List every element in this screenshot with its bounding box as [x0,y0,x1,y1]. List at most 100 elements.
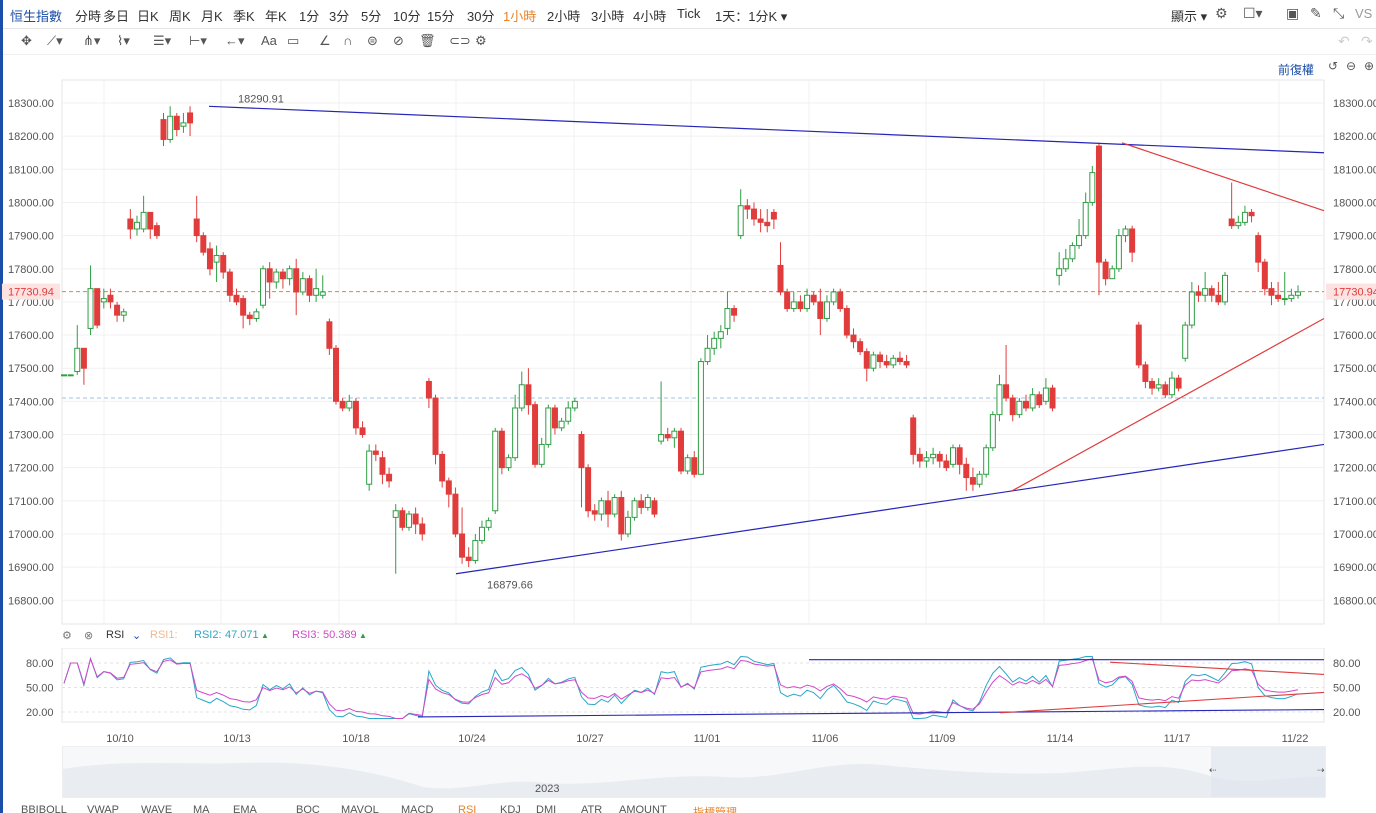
candle-body [1281,298,1288,301]
pattern-icon[interactable]: ⌇▾ [117,33,130,48]
interval-16[interactable]: 4小時 [633,9,667,24]
upper-red-trendline[interactable] [1121,142,1325,212]
price-axis-label-right: 17100.00 [1333,496,1376,508]
interval-10[interactable]: 10分 [393,9,421,24]
lock-icon[interactable]: ⊜ [367,33,378,48]
indicator-tab-7[interactable]: MACD [401,804,434,813]
indicator-tab-2[interactable]: WAVE [141,804,173,813]
navigator-left-handle-icon[interactable]: ⇠ [1209,765,1217,775]
price-axis-label-right: 17900.00 [1333,231,1376,243]
indicator-tab-12[interactable]: AMOUNT [619,804,667,813]
interval-15[interactable]: 3小時 [591,9,625,24]
interval-3[interactable]: 周K [169,9,191,24]
magnet-icon[interactable]: ∩ [343,33,353,48]
interval-11[interactable]: 15分 [427,9,455,24]
rsi-trendline[interactable] [417,708,1325,718]
lower-red-trendline[interactable] [1011,317,1325,492]
interval-1[interactable]: 多日 [103,9,130,24]
interval-8[interactable]: 3分 [329,9,350,24]
candle-body [843,308,850,336]
text-icon[interactable]: Aa [261,33,277,48]
candle-body [618,496,625,535]
fib-icon[interactable]: ☰▾ [153,33,172,48]
line-icon[interactable]: ⟋▾ [47,33,63,48]
indicator-tab-11[interactable]: ATR [581,804,603,813]
interval-6[interactable]: 年K [265,9,287,24]
interval-13[interactable]: 1小時 [503,9,537,24]
interval-17[interactable]: Tick [677,6,701,21]
candle-body [1228,218,1235,227]
rsi-trendline[interactable] [999,691,1325,714]
candle-body [1003,384,1010,399]
indicator-tab-3[interactable]: MA [193,804,210,813]
upper-blue-trendline[interactable] [208,105,1325,154]
trash-icon[interactable]: 🗑 [419,33,436,48]
reset-icon[interactable]: ↺ [1328,59,1339,73]
indicator-tab-9[interactable]: KDJ [500,804,521,813]
arrow-icon[interactable]: ←▾ [225,33,245,48]
layout-icon[interactable]: ☐▾ [1243,5,1263,21]
interval-4[interactable]: 月K [201,9,223,24]
rsi3-value: 50.389 [323,629,357,641]
date-axis-label: 10/13 [223,733,251,745]
adjust-mode-button[interactable]: 前復權 [1278,63,1315,77]
candle-body [863,351,870,369]
hide-icon[interactable]: ⊘ [393,33,404,48]
interval-14[interactable]: 2小時 [547,9,581,24]
redo-icon[interactable]: ↷ [1361,33,1373,49]
fullscreen-icon[interactable]: ⤡ [1333,5,1345,21]
zoom-out-icon[interactable]: ⊖ [1346,59,1357,73]
interval-2[interactable]: 日K [137,9,159,24]
interval-12[interactable]: 30分 [467,9,495,24]
interval-18[interactable]: 1天：1分K ▾ [715,9,788,24]
indicator-tab-1[interactable]: VWAP [87,804,119,813]
display-dropdown[interactable]: 顯示 ▾ [1171,9,1208,24]
eye-icon[interactable]: ⊂⊃ [449,33,471,48]
pitchfork-icon[interactable]: ⋔▾ [83,33,101,48]
ruler-icon[interactable]: ∠ [319,33,331,48]
zoom-in-icon[interactable]: ⊕ [1364,59,1375,73]
candle-body [896,357,903,363]
note-icon[interactable]: ▭ [287,33,300,48]
crosshair-icon[interactable]: ✥ [21,33,32,48]
navigator-right-handle-icon[interactable]: ⇢ [1317,765,1325,775]
undo-icon[interactable]: ↶ [1338,33,1350,49]
indicator-tab-13[interactable]: 指標管理 [693,807,737,813]
price-chart[interactable]: 18300.00 18300.00 18200.00 18200.00 18100.00… [0,55,1376,627]
indicator-tab-10[interactable]: DMI [536,804,557,813]
time-navigator[interactable]: 2023 ⇠ ⇢ [62,746,1326,798]
candle-body [1016,400,1023,416]
rsi-settings-icon[interactable]: ⚙ [62,630,72,642]
candle-body [731,308,738,316]
interval-7[interactable]: 1分 [299,9,320,24]
rsi-chart[interactable]: 80.00 80.00 50.00 50.00 20.00 20.00 10/10 10/13… [0,648,1376,746]
lower-blue-trendline[interactable] [455,443,1325,575]
camera-icon[interactable]: ▣ [1286,5,1300,21]
indicator-tab-5[interactable]: BOC [296,804,320,813]
interval-5[interactable]: 季K [233,9,255,24]
candle-body [147,211,154,230]
rsi-close-icon[interactable]: ⊗ [84,630,94,642]
interval-0[interactable]: 分時 [75,9,102,24]
indicator-tab-8[interactable]: RSI [458,804,477,813]
price-axis-label-left: 17400.00 [8,396,54,408]
indicator-tab-4[interactable]: EMA [233,804,257,813]
candle-body [445,480,452,495]
display-label: 顯示 [1171,9,1198,24]
vs-button[interactable]: VS [1355,6,1373,21]
settings-icon[interactable]: ⚙ [475,33,487,48]
interval-9[interactable]: 5分 [361,9,382,24]
indicator-tab-6[interactable]: MAVOL [341,804,379,813]
measure-icon[interactable]: ⊢▾ [189,33,207,48]
pencil-icon[interactable]: ✎ [1310,5,1322,21]
gear-icon[interactable]: ⚙ [1215,5,1228,21]
candle-body [525,384,532,406]
rsi-name[interactable]: RSI [106,629,125,641]
rsi-trendline[interactable] [1109,661,1325,675]
symbol-title[interactable]: 恒生指數 [10,9,63,24]
indicator-tab-0[interactable]: BBIBOLL [21,804,67,813]
rsi-chevron-icon[interactable]: ⌄ [132,630,142,642]
candle-body [153,225,160,237]
candle-body [804,294,811,310]
candle-body [963,463,970,479]
